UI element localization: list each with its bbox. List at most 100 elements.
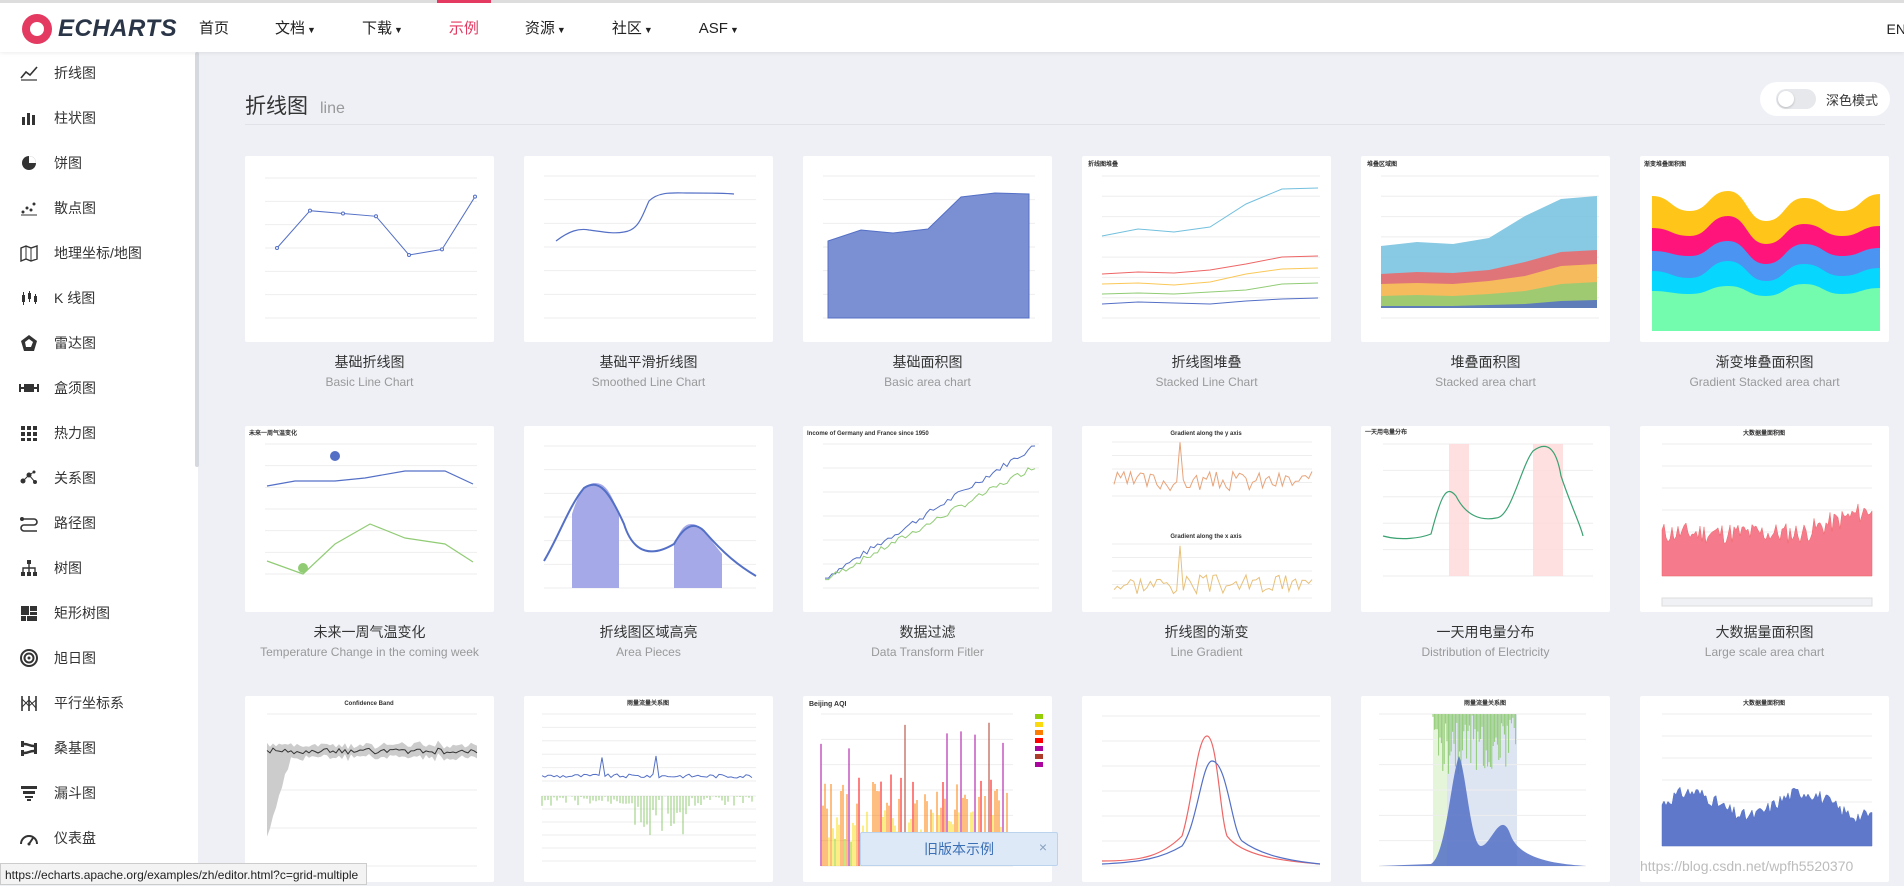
language-switch[interactable]: EN (1886, 21, 1904, 37)
example-subtitle: Data Transform Fitler (871, 645, 984, 659)
sidebar-item-17[interactable]: 仪表盘 (0, 815, 198, 860)
example-card[interactable]: 大数据量面积图 大数据量面积图 Large scale area chart (1640, 426, 1889, 659)
nav-item-label: 下载 (361, 20, 392, 37)
example-thumbnail[interactable] (524, 156, 773, 342)
thumbnail-chart: 一天用电量分布 (1365, 428, 1593, 577)
sidebar-item-13[interactable]: 旭日图 (0, 635, 198, 680)
sidebar-item-5[interactable]: K 线图 (0, 275, 198, 320)
example-subtitle: Stacked area chart (1435, 375, 1536, 389)
nav-item-0[interactable]: 首页 (199, 3, 229, 55)
example-thumbnail[interactable]: 大数据量面积图 (1640, 696, 1889, 882)
gauge-icon (18, 829, 40, 847)
example-thumbnail[interactable]: 未来一周气温变化 (245, 426, 494, 612)
sidebar-item-9[interactable]: 关系图 (0, 455, 198, 500)
nav-item-5[interactable]: 社区 ▼ (612, 3, 653, 55)
sidebar-item-label: 矩形树图 (54, 604, 110, 621)
example-card[interactable]: 大数据量面积图 (1640, 696, 1889, 882)
example-thumbnail[interactable]: 渐变堆叠面积图 (1640, 156, 1889, 342)
nav-item-label: 社区 (611, 20, 642, 37)
example-thumbnail[interactable]: Confidence Band (245, 696, 494, 882)
example-card[interactable]: 未来一周气温变化 未来一周气温变化 Temperature Change in th… (245, 426, 494, 659)
sidebar-item-3[interactable]: 散点图 (0, 185, 198, 230)
thumbnail-chart: 雨量流量关系图 (1379, 699, 1586, 867)
example-card[interactable]: Gradient along the y axis Gradient along … (1082, 426, 1331, 659)
sidebar-item-2[interactable]: 饼图 (0, 140, 198, 185)
example-thumbnail[interactable]: 一天用电量分布 (1361, 426, 1610, 612)
example-thumbnail[interactable]: 雨量流量关系图 (524, 696, 773, 882)
example-thumbnail[interactable]: 折线图堆叠 (1082, 156, 1331, 342)
thumb-title: 堆叠区域图 (1367, 160, 1397, 168)
example-subtitle: Basic area chart (884, 375, 971, 389)
example-thumbnail[interactable] (803, 156, 1052, 342)
nav-item-1[interactable]: 文档 ▼ (275, 3, 316, 55)
example-card[interactable]: 雨量流量关系图 (1361, 696, 1610, 882)
nav-item-2[interactable]: 下载 ▼ (362, 3, 403, 55)
sankey-icon (18, 739, 40, 757)
sidebar-item-label: K 线图 (54, 289, 96, 306)
sidebar-item-10[interactable]: 路径图 (0, 500, 198, 545)
sidebar-item-16[interactable]: 漏斗图 (0, 770, 198, 815)
example-title: 一天用电量分布 (1436, 624, 1535, 640)
chevron-down-icon: ▼ (307, 25, 316, 35)
top-nav-bar: ECHARTS 首页 文档 ▼ 下载 ▼ 示例 资源 ▼ 社区 ▼ ASF ▼ EN (0, 0, 1904, 52)
line-chart-icon (18, 64, 40, 82)
thumb-title: 大数据量面积图 (1743, 429, 1785, 437)
thumbnail-chart: 渐变堆叠面积图 (1644, 160, 1880, 331)
example-thumbnail[interactable]: 大数据量面积图 (1640, 426, 1889, 612)
old-version-banner[interactable]: 旧版本示例 × (860, 832, 1058, 866)
example-card[interactable]: Income of Germany and France since 1950 数… (803, 426, 1052, 659)
sidebar-item-label: 路径图 (54, 514, 96, 531)
thumb-title: Confidence Band (344, 701, 394, 707)
example-card[interactable]: 折线图区域高亮 Area Pieces (524, 426, 773, 659)
example-card[interactable]: 雨量流量关系图 (524, 696, 773, 882)
example-card[interactable]: 折线图堆叠 折线图堆叠 Stacked Line Chart (1082, 156, 1331, 389)
example-thumbnail[interactable]: Income of Germany and France since 1950 (803, 426, 1052, 612)
sidebar-item-0[interactable]: 折线图 (0, 50, 198, 95)
nav-item-label: 文档 (275, 20, 306, 37)
example-card[interactable]: 基础平滑折线图 Smoothed Line Chart (524, 156, 773, 389)
example-card[interactable]: 堆叠区域图 堆叠面积图 Stacked area chart (1361, 156, 1610, 389)
nav-item-6[interactable]: ASF ▼ (699, 3, 739, 55)
sidebar-item-label: 关系图 (54, 469, 96, 486)
sidebar-item-4[interactable]: 地理坐标/地图 (0, 230, 198, 275)
thumb-title: Income of Germany and France since 1950 (807, 431, 929, 437)
sidebar-item-1[interactable]: 柱状图 (0, 95, 198, 140)
dark-mode-switch[interactable] (1776, 89, 1816, 109)
map-icon (18, 244, 40, 262)
lines-icon (18, 514, 40, 532)
dark-mode-toggle[interactable]: 深色模式 (1760, 82, 1890, 116)
example-thumbnail[interactable]: 雨量流量关系图 (1361, 696, 1610, 882)
thumb-title: 雨量流量关系图 (627, 699, 669, 707)
example-thumbnail[interactable]: 堆叠区域图 (1361, 156, 1610, 342)
example-thumbnail[interactable] (1082, 696, 1331, 882)
example-card[interactable]: 一天用电量分布 一天用电量分布 Distribution of Electricit… (1361, 426, 1610, 659)
sidebar-item-label: 桑基图 (54, 739, 96, 756)
chevron-down-icon: ▼ (643, 25, 653, 35)
sidebar-item-6[interactable]: 雷达图 (0, 320, 198, 365)
example-thumbnail[interactable] (245, 156, 494, 342)
nav-item-4[interactable]: 资源 ▼ (525, 3, 566, 55)
sidebar-scrollbar[interactable] (195, 52, 199, 467)
example-title: 数据过滤 (899, 624, 956, 640)
sidebar-item-14[interactable]: 平行坐标系 (0, 680, 198, 725)
close-icon[interactable]: × (1038, 839, 1047, 855)
sidebar-item-12[interactable]: 矩形树图 (0, 590, 198, 635)
sidebar-item-7[interactable]: 盒须图 (0, 365, 198, 410)
sidebar-item-15[interactable]: 桑基图 (0, 725, 198, 770)
nav-item-3[interactable]: 示例 (436, 0, 491, 55)
example-card[interactable]: 渐变堆叠面积图 渐变堆叠面积图 Gradient Stacked area char… (1640, 156, 1889, 389)
example-thumbnail[interactable]: Gradient along the y axis Gradient along … (1082, 426, 1331, 612)
example-card[interactable]: 基础面积图 Basic area chart (803, 156, 1052, 389)
example-card[interactable]: Confidence Band (245, 696, 494, 882)
sidebar-item-label: 仪表盘 (54, 829, 96, 846)
sidebar-item-8[interactable]: 热力图 (0, 410, 198, 455)
example-thumbnail[interactable] (524, 426, 773, 612)
example-card[interactable] (1082, 696, 1331, 882)
sidebar-item-11[interactable]: 树图 (0, 545, 198, 590)
sidebar-item-label: 地理坐标/地图 (54, 244, 142, 261)
example-card[interactable]: 基础折线图 Basic Line Chart (245, 156, 494, 389)
main-nav: 首页 文档 ▼ 下载 ▼ 示例 资源 ▼ 社区 ▼ ASF ▼ (199, 0, 785, 55)
sidebar-item-label: 热力图 (54, 424, 96, 441)
sunburst-icon (18, 648, 40, 667)
echarts-logo[interactable]: ECHARTS (22, 13, 177, 45)
